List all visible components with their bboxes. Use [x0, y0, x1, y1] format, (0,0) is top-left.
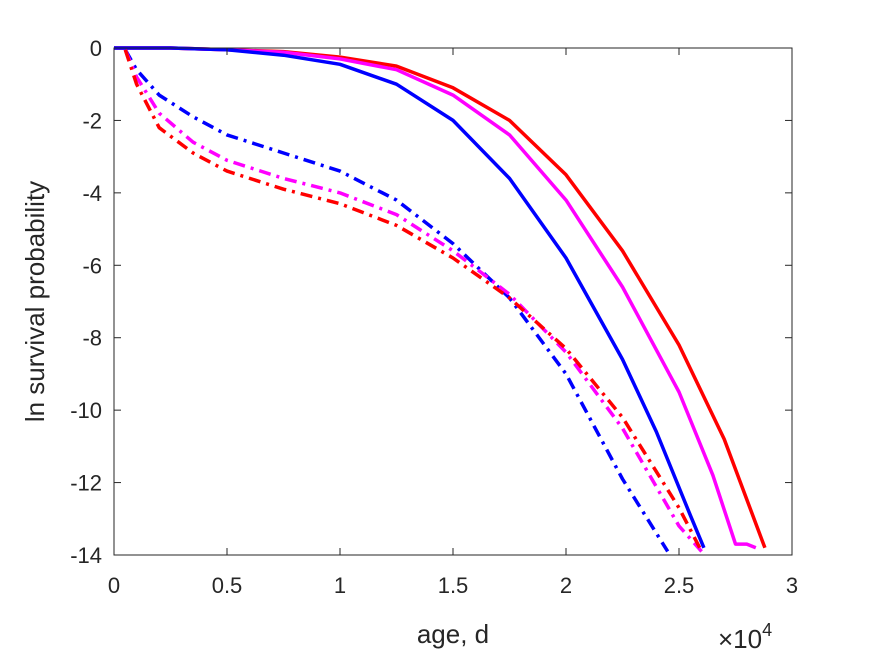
series-line-4	[123, 48, 670, 553]
x-axis-label: age, d	[417, 619, 489, 649]
series-line-2	[114, 46, 757, 550]
x-axis-multiplier: ×104	[718, 620, 772, 654]
x-tick-label: 0.5	[212, 573, 243, 598]
y-tick-label: -4	[82, 181, 102, 206]
axis-ticks: 0 0.5 1 1.5 2 2.5 3 0 -2 -4 -6 -8 -10 -12 -14	[70, 36, 798, 598]
y-tick-label: -14	[70, 543, 102, 568]
series-lines	[114, 46, 767, 553]
x-tick-label: 3	[786, 573, 798, 598]
series-line-5	[123, 49, 703, 553]
y-tick-label: -6	[82, 253, 102, 278]
x-tick-label: 0	[108, 573, 120, 598]
x-tick-label: 2	[560, 573, 572, 598]
y-tick-label: 0	[90, 36, 102, 61]
y-tick-label: -10	[70, 398, 102, 423]
x-multiplier-exponent: 4	[762, 620, 772, 640]
plot-area-frame	[113, 47, 793, 556]
x-tick-label: 2.5	[664, 573, 695, 598]
y-tick-label: -12	[70, 471, 102, 496]
x-tick-label: 1	[334, 573, 346, 598]
x-multiplier-base: ×10	[718, 624, 762, 654]
y-tick-label: -2	[82, 108, 102, 133]
y-axis-label: ln survival probability	[20, 181, 50, 422]
y-tick-label: -8	[82, 326, 102, 351]
series-line-6	[123, 49, 704, 553]
x-tick-label: 1.5	[438, 573, 469, 598]
series-line-1	[114, 46, 767, 549]
